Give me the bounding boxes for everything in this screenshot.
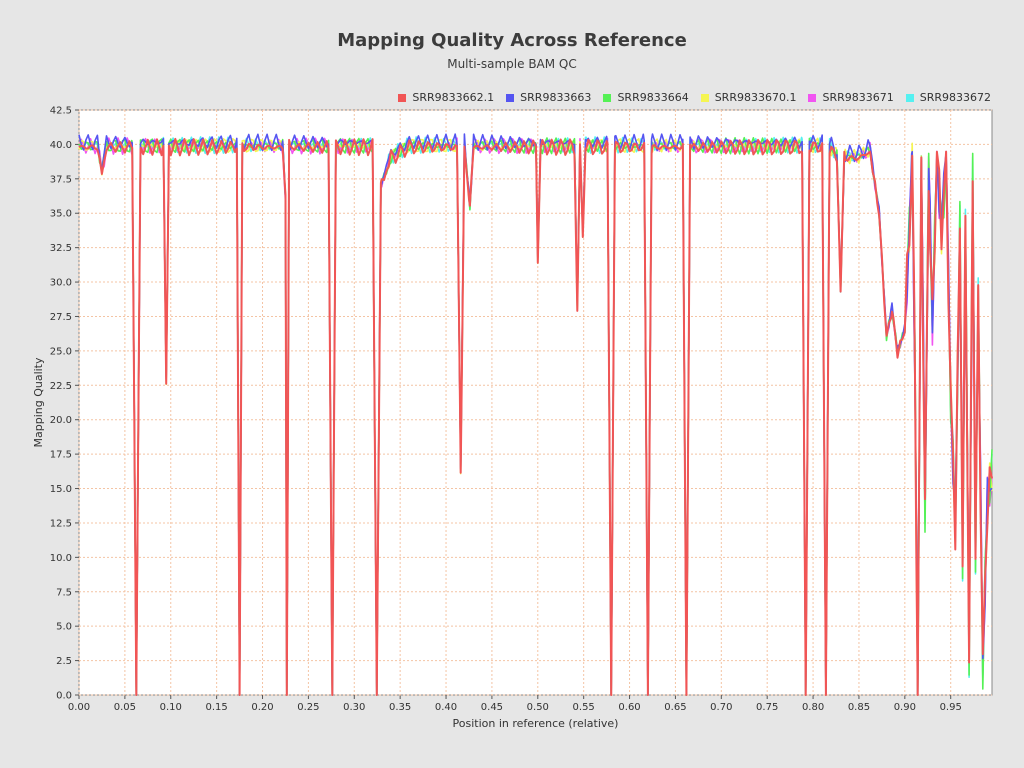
legend-swatch [905,93,914,102]
legend-label: SRR9833663 [520,91,592,104]
legend-swatch [700,93,709,102]
y-tick-label: 32.5 [50,243,72,254]
y-tick-label: 17.5 [50,450,72,461]
series-line [78,137,993,696]
chart-title: Mapping Quality Across Reference [337,30,687,51]
legend-label: SRR9833670.1 [714,91,797,104]
x-tick-label: 0.55 [573,702,595,713]
x-tick-label: 0.05 [114,702,136,713]
y-tick-label: 15.0 [50,484,72,495]
legend-item: SRR9833672 [905,91,991,104]
legend-item: SRR9833670.1 [700,91,797,104]
y-tick-label: 7.5 [56,587,72,598]
x-tick-label: 0.85 [848,702,870,713]
y-tick-label: 5.0 [56,622,72,633]
x-tick-label: 0.60 [618,702,640,713]
legend-swatch [506,93,515,102]
legend: SRR9833662.1 SRR9833663 SRR9833664 SRR98… [398,91,991,104]
x-tick-label: 0.80 [802,702,824,713]
x-tick-label: 0.75 [756,702,778,713]
legend-swatch [603,93,612,102]
y-tick-label: 20.0 [50,415,72,426]
y-tick-label: 40.0 [50,140,72,151]
legend-label: SRR9833662.1 [412,91,495,104]
y-tick-label: 25.0 [50,346,72,357]
y-tick-label: 37.5 [50,174,72,185]
x-tick-label: 0.20 [251,702,273,713]
y-tick-label: 27.5 [50,312,72,323]
legend-item: SRR9833671 [808,91,894,104]
legend-label: SRR9833671 [822,91,894,104]
y-axis-label: Mapping Quality [32,357,45,447]
x-tick-label: 0.90 [894,702,916,713]
x-tick-label: 0.45 [481,702,503,713]
legend-item: SRR9833663 [506,91,591,104]
x-tick-label: 0.95 [940,702,962,713]
legend-swatch [398,93,407,102]
y-tick-label: 0.0 [56,691,72,702]
chart-subtitle: Multi-sample BAM QC [447,57,577,71]
legend-swatch [808,93,817,102]
y-tick-label: 22.5 [50,381,72,392]
legend-item: SRR9833664 [603,91,689,104]
plot-background [78,109,993,696]
y-tick-label: 12.5 [50,518,72,529]
x-tick-label: 0.65 [664,702,686,713]
x-tick-label: 0.25 [297,702,319,713]
x-tick-label: 0.40 [435,702,457,713]
y-tick-label: 35.0 [50,209,72,220]
y-tick-label: 10.0 [50,553,72,564]
x-tick-label: 0.15 [206,702,228,713]
x-axis-label: Position in reference (relative) [453,717,619,730]
y-tick-label: 30.0 [50,278,72,289]
x-tick-label: 0.70 [710,702,732,713]
x-tick-label: 0.35 [389,702,411,713]
legend-item: SRR9833662.1 [398,91,494,104]
y-tick-label: 2.5 [56,656,72,667]
legend-label: SRR9833672 [919,91,991,104]
legend-label: SRR9833664 [617,91,689,104]
x-tick-label: 0.30 [343,702,365,713]
x-tick-label: 0.10 [160,702,182,713]
x-tick-label: 0.00 [68,702,90,713]
x-tick-label: 0.50 [527,702,549,713]
y-tick-label: 42.5 [50,106,72,117]
